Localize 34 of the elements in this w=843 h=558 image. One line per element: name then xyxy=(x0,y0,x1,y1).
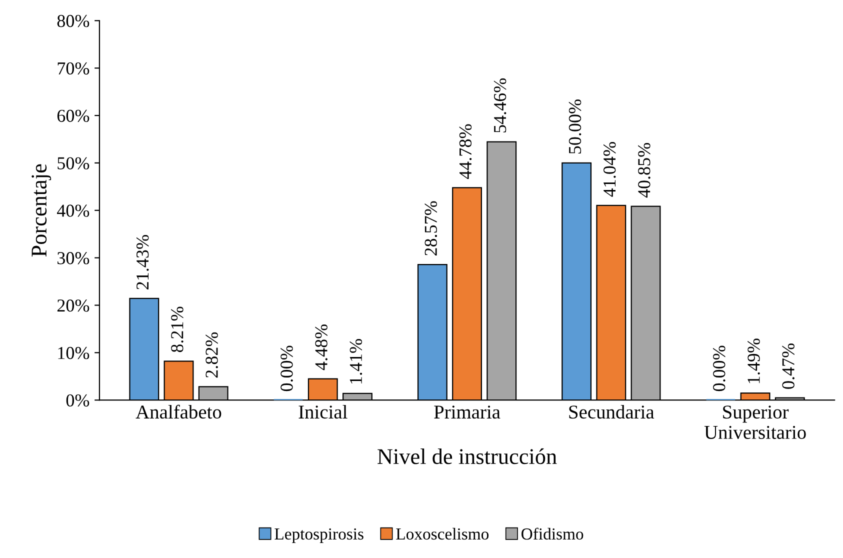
legend-label: Loxoscelismo xyxy=(396,528,489,540)
x-tick-label: Primaria xyxy=(434,406,500,419)
y-axis-title: Porcentaje xyxy=(32,164,52,257)
y-tick-label: 30% xyxy=(58,252,90,264)
x-tick-label: Secundaria xyxy=(569,404,654,419)
y-tick-label: 20% xyxy=(57,299,90,312)
data-label: 2.82% xyxy=(206,332,218,378)
data-label: 41.04% xyxy=(603,142,616,197)
data-label: 21.43% xyxy=(136,235,149,290)
data-label: 0.00% xyxy=(280,346,293,392)
data-label: 0.00% xyxy=(713,346,726,392)
data-label: 1.41% xyxy=(350,339,362,384)
x-tick-label: Inicial xyxy=(298,404,348,419)
y-tick-label: 0% xyxy=(66,394,90,407)
y-tick-label: 60% xyxy=(57,110,90,122)
data-label: 40.85% xyxy=(638,142,650,198)
data-label: 4.48% xyxy=(315,324,328,370)
y-tick-label: 10% xyxy=(58,346,90,360)
x-tick-label: Analfabeto xyxy=(136,404,222,419)
legend-label: Leptospirosis xyxy=(274,528,364,543)
data-label: 50.00% xyxy=(568,100,582,154)
x-axis-title: Nivel de instrucción xyxy=(378,448,557,464)
y-tick-label: 50% xyxy=(58,157,90,170)
x-tick-label: Superior Universitario xyxy=(704,406,806,439)
y-tick-label: 70% xyxy=(58,62,90,75)
data-label: 54.46% xyxy=(494,78,506,132)
y-tick-label: 80% xyxy=(57,14,90,28)
data-label: 0.47% xyxy=(782,344,794,389)
y-tick-label: 40% xyxy=(57,204,90,217)
data-label: 8.21% xyxy=(171,306,184,352)
data-label: 28.57% xyxy=(424,201,438,256)
legend-label: Ofidismo xyxy=(522,528,584,540)
data-label: 1.49% xyxy=(748,338,760,384)
data-label: 44.78% xyxy=(459,124,472,180)
